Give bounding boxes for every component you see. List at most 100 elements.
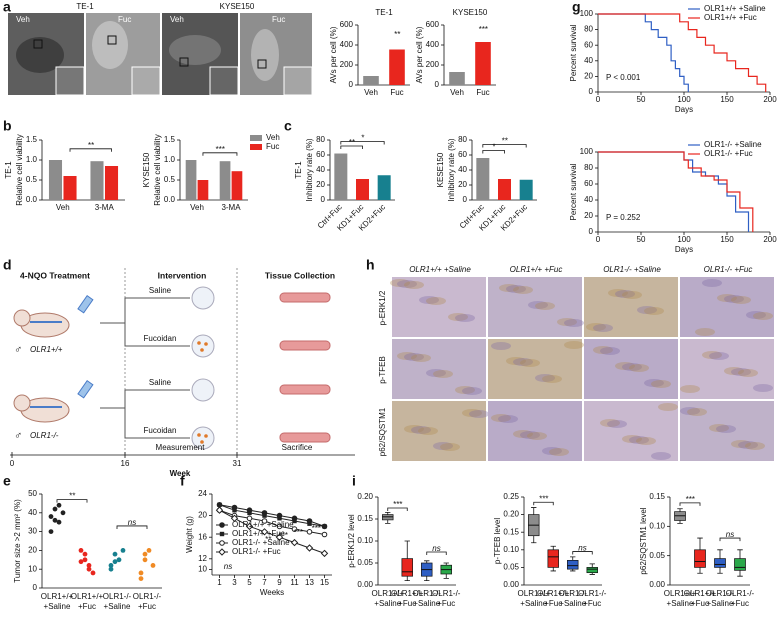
em-texture [169, 35, 221, 65]
significance-bracket [340, 141, 385, 145]
x-tick-label: 50 [637, 95, 646, 104]
ihc-texture [440, 443, 460, 451]
marker [306, 529, 313, 535]
ihc-texture [498, 415, 518, 423]
ihc-row-label: p62/SQSTM1 [378, 407, 387, 456]
ihc-texture [622, 363, 642, 371]
ihc-texture [608, 289, 628, 297]
ihc-image [584, 401, 678, 461]
timeline-label: Sacrifice [282, 443, 313, 452]
legend-label: Fuc [266, 142, 279, 151]
ihc-texture [411, 426, 431, 434]
x-tick-label: Veh [450, 88, 464, 97]
significance-bracket [679, 502, 701, 506]
y-tick-label: 0.05 [357, 558, 373, 567]
y-tick-label: 0 [349, 80, 354, 89]
x-tick-label: 200 [763, 95, 777, 104]
y-axis-label: Inhibitory rate (%) [305, 138, 314, 201]
ihc-texture [702, 351, 722, 359]
x-tick-label: OLR1-/- [103, 592, 132, 601]
legend-marker [219, 522, 225, 528]
data-point [142, 557, 148, 563]
ihc-texture [746, 311, 766, 319]
y-tick-label: 0.20 [357, 492, 373, 501]
ihc-image [392, 277, 486, 337]
ihc-texture [753, 384, 773, 392]
y-tick-label: 0.15 [503, 527, 519, 536]
timeline-tick-label: 16 [121, 459, 130, 468]
marker [292, 518, 297, 524]
y-tick-label: 10 [28, 564, 37, 573]
ihc-image [392, 339, 486, 399]
box [401, 558, 413, 577]
chart-title: KYSE150 [142, 152, 151, 187]
ihc-texture [411, 354, 431, 362]
box [694, 549, 706, 568]
panel-label: c [284, 118, 292, 134]
y-tick-label: 10 [198, 565, 207, 574]
tissue [279, 292, 331, 443]
ihc-column-label: OLR1+/+ +Fuc [510, 265, 563, 274]
y-tick-label: 50 [28, 489, 37, 498]
significance-bracket [572, 551, 593, 555]
x-tick-label: OLR1+/+ [684, 589, 717, 598]
panel-label: a [3, 0, 11, 15]
data-point [78, 548, 84, 553]
ihc-texture [717, 294, 737, 302]
ihc-texture [535, 374, 555, 382]
legend-label: OLR1-/- +Saline [704, 140, 762, 149]
data-point [108, 563, 114, 568]
ihc-texture [499, 284, 519, 292]
y-tick-label: 16 [198, 532, 207, 541]
x-tick-label: OLR1-/- [706, 589, 735, 598]
em-inset [283, 66, 313, 96]
chart-title: KESE150 [436, 152, 445, 187]
y-tick-label: 0.10 [649, 521, 665, 530]
significance-bracket [387, 507, 408, 511]
chart-title: TE-1 [294, 161, 303, 179]
ihc-texture [644, 307, 664, 315]
condition: Fuc [118, 15, 131, 24]
x-tick-label: 150 [720, 235, 734, 244]
x-tick-label: OLR1+/+ [518, 589, 551, 598]
em-inset [131, 66, 161, 96]
annotation: P < 0.001 [606, 73, 641, 82]
em-texture [92, 21, 128, 69]
data-point [150, 563, 156, 568]
bar [231, 171, 243, 200]
y-tick-label: 80 [458, 135, 467, 144]
significance-label: ** [349, 138, 356, 147]
significance-label: * [492, 143, 496, 152]
data-point [138, 570, 144, 576]
ihc-texture [738, 441, 758, 449]
ihc-texture [462, 409, 482, 417]
ihc-texture [418, 427, 438, 435]
marker [275, 533, 284, 541]
ihc-texture [542, 375, 562, 383]
ihc-texture [702, 279, 722, 287]
bar [498, 179, 511, 200]
data-point [56, 502, 62, 508]
x-tick-label: OLR1+/+ [537, 589, 570, 598]
cell-line: KYSE150 [220, 2, 255, 11]
em-inset [55, 66, 85, 96]
y-tick-label: 20 [198, 511, 207, 520]
sex-symbol: ♂ [14, 344, 22, 356]
panel-label: h [366, 257, 375, 273]
significance-label: * [361, 134, 365, 143]
ihc-texture [651, 380, 671, 388]
survival-curve [598, 13, 689, 92]
significance-bracket [69, 148, 112, 152]
legend-marker [219, 540, 225, 546]
x-tick-label: +Saline [520, 599, 547, 608]
bar [363, 76, 379, 85]
ihc-texture [622, 435, 642, 443]
survival-curve [598, 151, 754, 232]
x-tick-label: OLR1+/+ [372, 589, 405, 598]
significance-label: ** [394, 30, 401, 39]
y-tick-label: 600 [426, 20, 440, 29]
y-tick-label: 0.15 [357, 514, 373, 523]
ihc-image [680, 277, 774, 337]
ihc-texture [680, 407, 700, 415]
